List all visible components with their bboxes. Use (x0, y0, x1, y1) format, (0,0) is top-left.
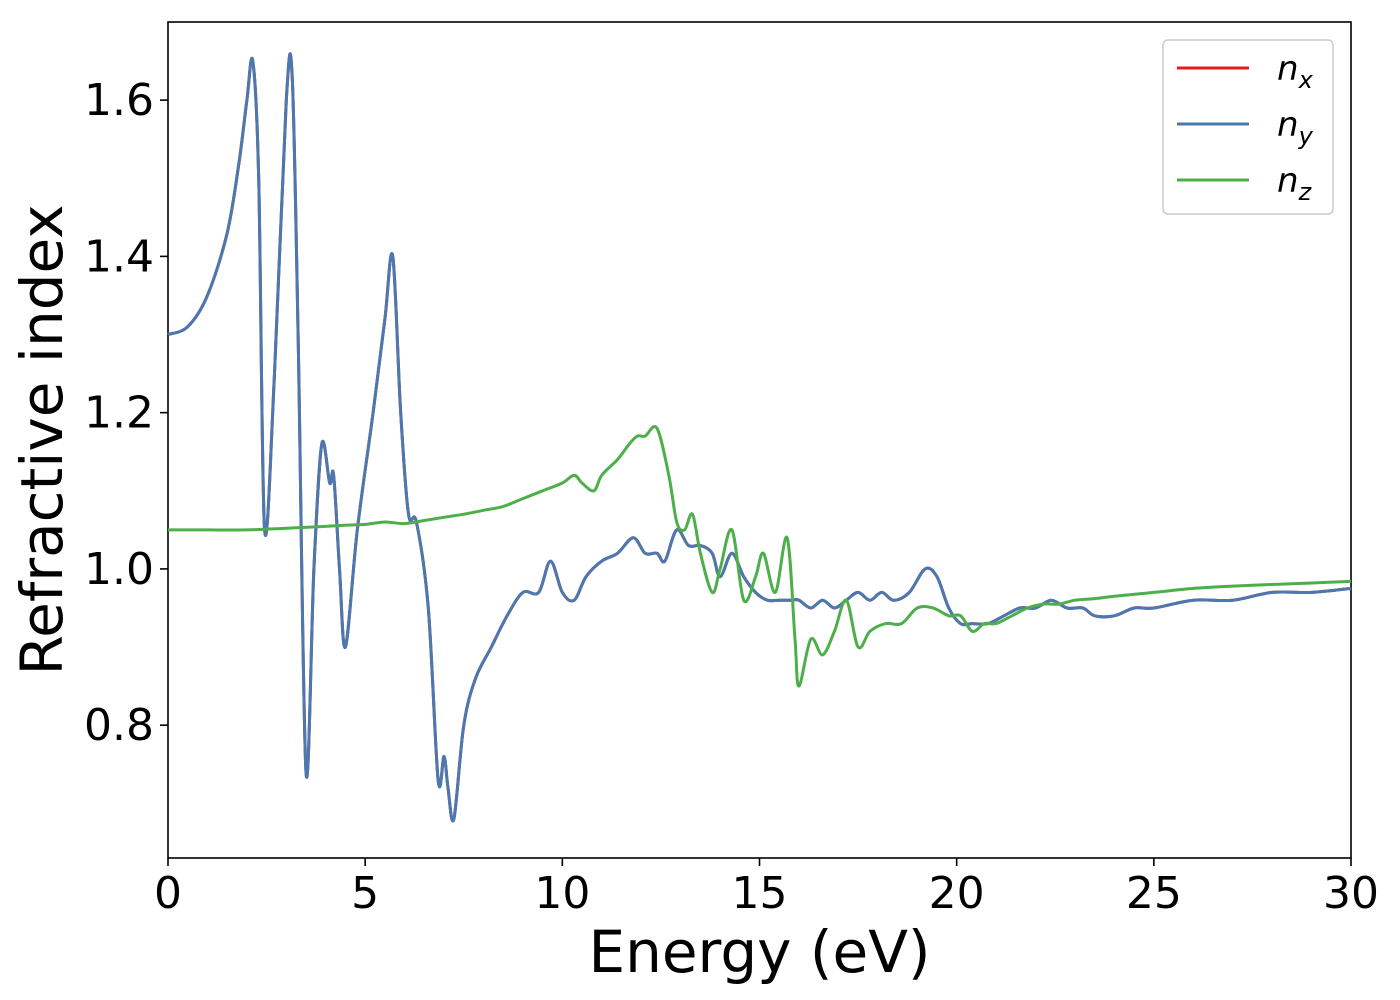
x-tick-label: 25 (1126, 868, 1182, 919)
x-tick-label: 5 (351, 868, 379, 919)
x-tick-label: 0 (154, 868, 182, 919)
y-axis-title: Refractive index (8, 204, 76, 675)
x-tick-label: 15 (732, 868, 788, 919)
x-tick-label: 30 (1323, 868, 1379, 919)
y-tick-label: 1.6 (84, 75, 154, 126)
y-tick-label: 1.2 (84, 388, 154, 439)
y-tick-label: 1.0 (84, 544, 154, 595)
x-tick-label: 20 (929, 868, 985, 919)
x-axis-title: Energy (eV) (588, 918, 930, 986)
y-tick-label: 0.8 (84, 700, 154, 751)
y-tick-label: 1.4 (84, 231, 154, 282)
x-tick-label: 10 (534, 868, 590, 919)
